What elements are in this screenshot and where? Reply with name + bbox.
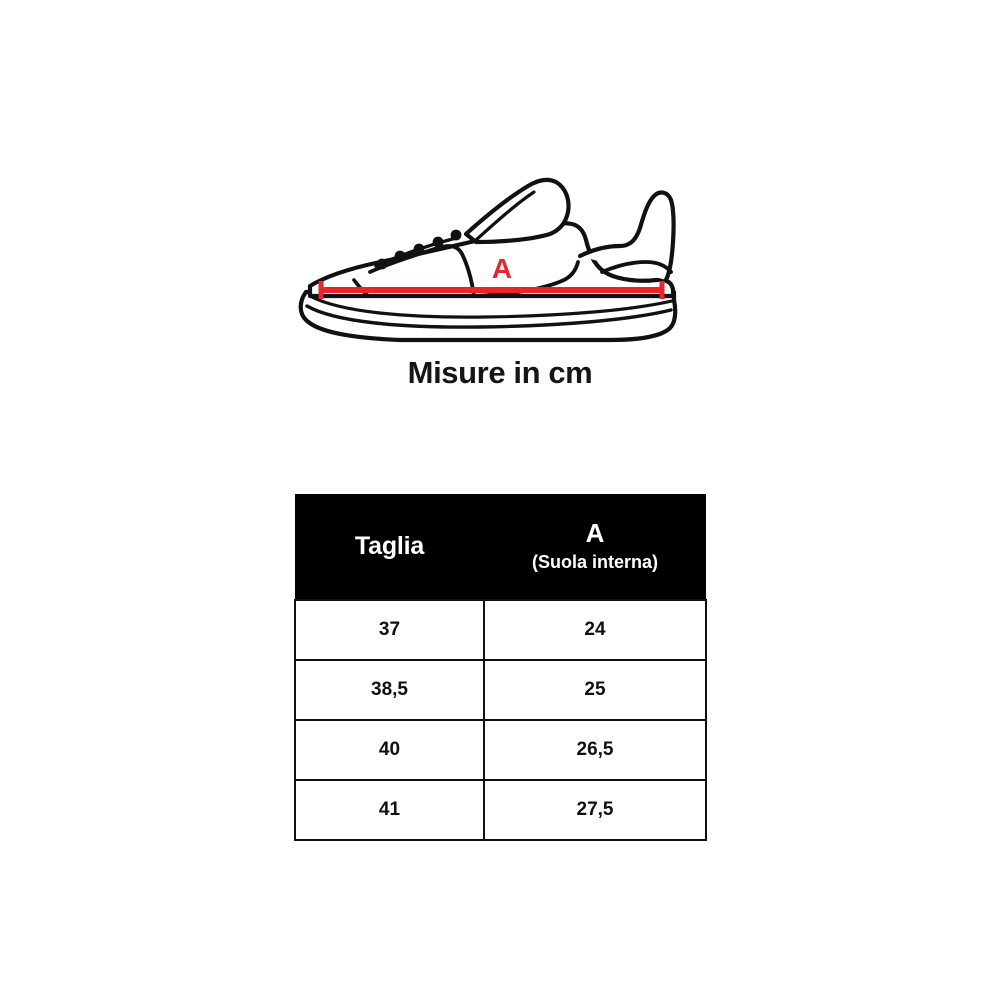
sneaker-illustration: A	[298, 177, 678, 343]
measure-label-a: A	[492, 253, 512, 284]
column-header-a-sublabel: (Suola interna)	[531, 551, 658, 572]
table-body: 37 24 38,5 25 40 26,5 41 27,5	[294, 599, 707, 841]
table-row: 37 24	[294, 599, 707, 661]
lace-eyelet-icon	[432, 236, 444, 248]
table-header-row: Taglia A (Suola interna)	[295, 494, 706, 600]
table-row: 40 26,5	[294, 719, 707, 781]
midsole-line-2	[308, 294, 674, 319]
column-header-a: A (Suola interna)	[484, 494, 706, 600]
size-chart-table: Taglia A (Suola interna) 37 24 38,5 25 4…	[294, 494, 707, 841]
cell-size: 40	[294, 719, 485, 781]
shoe-diagram: A	[280, 160, 700, 350]
table-header: Taglia A (Suola interna)	[295, 494, 706, 600]
lace-eyelet-icon	[450, 229, 462, 241]
column-header-a-label: A	[585, 517, 605, 548]
cell-size: 38,5	[294, 659, 485, 721]
cell-a: 26,5	[483, 719, 707, 781]
heel-collar-path	[577, 190, 676, 283]
heel-counter-seam	[600, 260, 673, 274]
lace-eyelet-icon	[394, 250, 406, 262]
midsole-line-1	[305, 304, 673, 329]
cell-a: 24	[483, 599, 707, 661]
tongue-path	[463, 177, 571, 245]
lace-eyelet-icon	[376, 258, 388, 270]
table-row: 38,5 25	[294, 659, 707, 721]
column-header-taglia: Taglia	[295, 494, 484, 600]
column-header-taglia-label: Taglia	[354, 531, 425, 560]
lace-eyelet-icon	[413, 243, 425, 255]
tongue-inner-line	[474, 190, 536, 242]
quarter-panel-seam	[472, 260, 580, 298]
cell-a: 25	[483, 659, 707, 721]
cell-size: 41	[294, 779, 485, 841]
table-row: 41 27,5	[294, 779, 707, 841]
cell-a: 27,5	[483, 779, 707, 841]
diagram-caption: Misure in cm	[407, 355, 593, 390]
cell-size: 37	[294, 599, 485, 661]
